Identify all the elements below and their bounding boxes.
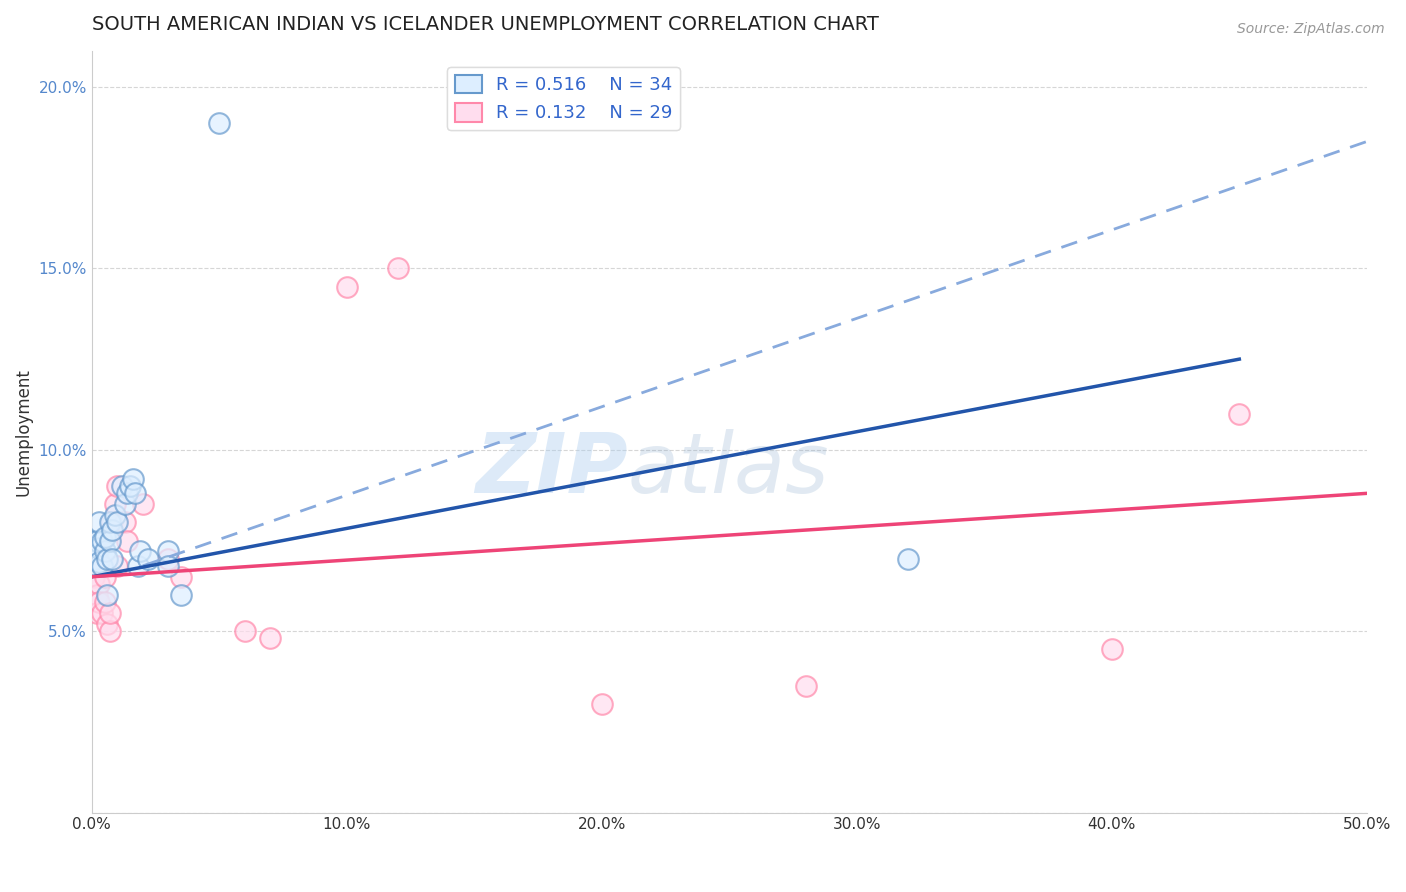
Point: [98, 606, 121, 620]
Point: [111, 479, 134, 493]
Point: [89, 595, 111, 609]
Point: [83, 551, 105, 566]
Point: [157, 544, 180, 558]
Point: [118, 479, 141, 493]
Point: [86, 533, 108, 548]
Text: ZIP: ZIP: [475, 429, 627, 510]
Point: [1101, 642, 1123, 657]
Point: [233, 624, 256, 639]
Point: [117, 486, 139, 500]
Point: [86, 544, 108, 558]
Point: [83, 570, 105, 584]
Text: Source: ZipAtlas.com: Source: ZipAtlas.com: [1237, 22, 1385, 37]
Point: [89, 555, 111, 569]
Point: [89, 541, 111, 555]
Point: [117, 533, 139, 548]
Text: SOUTH AMERICAN INDIAN VS ICELANDER UNEMPLOYMENT CORRELATION CHART: SOUTH AMERICAN INDIAN VS ICELANDER UNEMP…: [91, 15, 879, 34]
Legend: R = 0.516    N = 34, R = 0.132    N = 29: R = 0.516 N = 34, R = 0.132 N = 29: [447, 68, 679, 129]
Point: [96, 616, 118, 631]
Point: [86, 606, 108, 620]
Point: [96, 588, 118, 602]
Point: [591, 697, 613, 711]
Point: [114, 516, 136, 530]
Point: [91, 558, 114, 573]
Point: [114, 497, 136, 511]
Point: [98, 624, 121, 639]
Point: [101, 551, 124, 566]
Point: [86, 588, 108, 602]
Point: [98, 533, 121, 548]
Point: [98, 516, 121, 530]
Point: [897, 551, 920, 566]
Point: [259, 632, 281, 646]
Point: [93, 570, 115, 584]
Point: [105, 479, 128, 493]
Y-axis label: Unemployment: Unemployment: [15, 368, 32, 496]
Point: [170, 588, 193, 602]
Point: [93, 530, 115, 544]
Point: [157, 558, 180, 573]
Point: [101, 516, 124, 530]
Point: [101, 523, 124, 537]
Point: [91, 606, 114, 620]
Point: [86, 558, 108, 573]
Point: [1227, 407, 1250, 421]
Point: [136, 551, 159, 566]
Point: [170, 570, 193, 584]
Point: [127, 558, 149, 573]
Point: [93, 544, 115, 558]
Text: atlas: atlas: [627, 429, 830, 510]
Point: [387, 261, 409, 276]
Point: [132, 497, 155, 511]
Point: [105, 558, 128, 573]
Point: [105, 516, 128, 530]
Point: [129, 544, 152, 558]
Point: [83, 551, 105, 566]
Point: [157, 551, 180, 566]
Point: [208, 116, 231, 130]
Point: [89, 577, 111, 591]
Point: [93, 595, 115, 609]
Point: [96, 551, 118, 566]
Point: [124, 486, 146, 500]
Point: [121, 472, 143, 486]
Point: [794, 679, 817, 693]
Point: [104, 508, 127, 522]
Point: [104, 497, 127, 511]
Point: [336, 279, 359, 293]
Point: [91, 533, 114, 548]
Point: [83, 533, 105, 548]
Point: [89, 516, 111, 530]
